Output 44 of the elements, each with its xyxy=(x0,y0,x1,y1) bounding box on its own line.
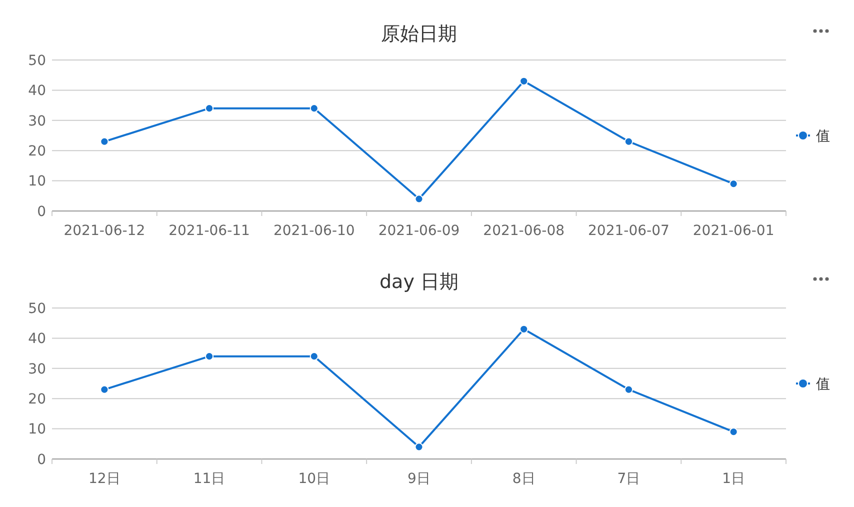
x-tick-label: 2021-06-07 xyxy=(588,223,670,239)
point xyxy=(310,352,318,361)
point xyxy=(624,137,634,146)
x-tick-label: 2021-06-09 xyxy=(378,223,460,239)
chart-title: day 日期 xyxy=(380,271,458,293)
x-tick-label: 9日 xyxy=(408,471,430,487)
point xyxy=(729,180,738,188)
y-tick-label: 20 xyxy=(28,392,46,408)
point xyxy=(204,104,214,113)
y-tick-label: 0 xyxy=(37,452,46,468)
point xyxy=(520,76,528,86)
point xyxy=(100,137,109,146)
x-tick-label: 1日 xyxy=(722,471,746,487)
point xyxy=(310,104,318,113)
x-tick-label: 2021-06-10 xyxy=(273,223,355,239)
x-tick-label: 2021-06-01 xyxy=(692,223,774,239)
y-tick-label: 50 xyxy=(28,300,46,317)
y-tick-label: 0 xyxy=(37,204,46,220)
y-tick-label: 30 xyxy=(28,113,46,130)
y-tick-label: 40 xyxy=(28,331,46,348)
point xyxy=(729,428,738,436)
point xyxy=(624,385,634,394)
x-tick-label: 2021-06-12 xyxy=(64,223,146,239)
legend-label: 值 xyxy=(816,376,830,392)
x-tick-label: 2021-06-08 xyxy=(483,223,565,239)
y-tick-label: 20 xyxy=(28,144,46,160)
x-tick-label: 2021-06-11 xyxy=(168,223,250,239)
point xyxy=(414,442,424,452)
x-tick-label: 10日 xyxy=(298,471,330,487)
y-tick-label: 30 xyxy=(28,361,46,378)
y-tick-label: 40 xyxy=(28,83,46,100)
legend-label: 值 xyxy=(816,128,830,144)
chart-title: 原始日期 xyxy=(381,23,457,45)
point xyxy=(100,385,109,394)
y-tick-label: 50 xyxy=(28,52,46,69)
x-tick-label: 11日 xyxy=(193,471,226,487)
point xyxy=(204,352,214,361)
y-tick-label: 10 xyxy=(28,174,46,190)
x-tick-label: 12日 xyxy=(88,471,120,487)
point xyxy=(414,194,424,204)
y-tick-label: 10 xyxy=(28,422,46,438)
x-tick-label: 7日 xyxy=(617,471,640,487)
x-tick-label: 8日 xyxy=(512,471,536,487)
point xyxy=(520,324,528,334)
